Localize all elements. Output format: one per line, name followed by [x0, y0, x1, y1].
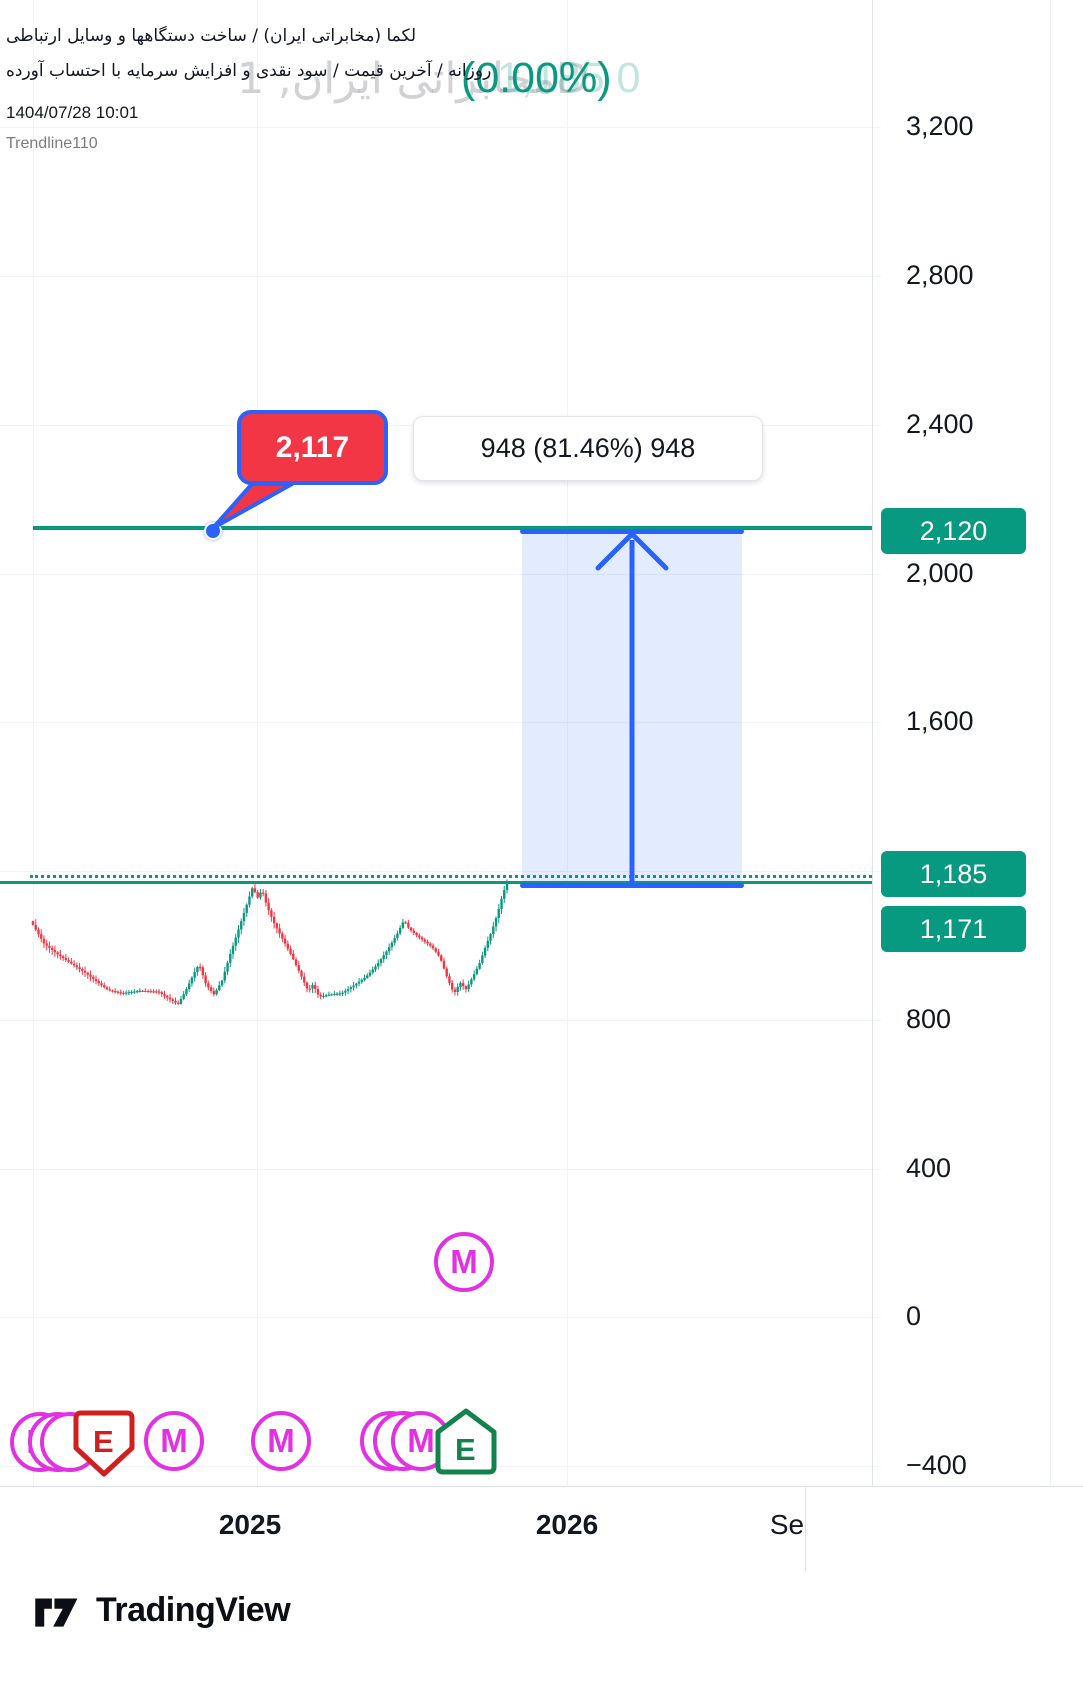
horizontal-gridline: [0, 1169, 881, 1170]
price-axis-label[interactable]: 0: [906, 1301, 922, 1331]
event-marker-E-house[interactable]: E: [435, 1408, 497, 1475]
vertical-gridline: [33, 0, 34, 1486]
watermark-last-price: 1,185 0: [497, 54, 641, 102]
price-axis-label[interactable]: 2,400: [906, 409, 974, 439]
drawing-label[interactable]: Trendline110: [6, 135, 98, 152]
price-axis-right-border: [1050, 0, 1051, 1486]
horizontal-gridline: [0, 1317, 881, 1318]
event-marker-E-shield[interactable]: E: [73, 1410, 135, 1477]
event-marker-M[interactable]: M: [434, 1232, 494, 1292]
range-tooltip-text: 948 (81.46%) 948: [480, 433, 696, 463]
horizontal-gridline: [0, 276, 881, 277]
price-axis-label[interactable]: 1,600: [906, 706, 974, 736]
horizontal-gridline: [0, 574, 881, 575]
time-axis-label-Se[interactable]: Se: [769, 1509, 805, 1540]
time-axis-separator: [805, 1487, 806, 1571]
time-axis-label-2026[interactable]: 2026: [535, 1509, 599, 1540]
range-tooltip: 948 (81.46%) 948: [413, 416, 763, 481]
price-badge-2120: 2,120: [881, 508, 1026, 554]
price-axis-label[interactable]: 800: [906, 1004, 952, 1034]
tradingview-logo-text: TradingView: [96, 1590, 291, 1629]
vertical-gridline: [567, 0, 568, 1486]
price-axis-label[interactable]: −400: [906, 1450, 967, 1480]
dotted-line-1185[interactable]: [30, 875, 872, 878]
bar-datetime: 1404/07/28 10:01: [6, 103, 139, 122]
symbol-detail-line[interactable]: روزانه / آخرین قیمت / سود نقدی و افزایش …: [6, 61, 492, 81]
price-axis-border: [872, 0, 873, 1486]
symbol-title[interactable]: لکما (مخابراتی ایران) / ساخت دستگاهها و …: [6, 26, 417, 46]
last-price-line-1171[interactable]: [0, 881, 872, 884]
tradingview-logo-icon: [35, 1598, 78, 1627]
price-axis-label[interactable]: 2,000: [906, 558, 974, 588]
event-marker-M[interactable]: M: [251, 1411, 311, 1471]
time-axis[interactable]: 2025 2026 Se: [0, 1486, 1083, 1571]
trendline-2120[interactable]: [33, 526, 872, 530]
price-badge-1171: 1,171: [881, 906, 1026, 952]
price-axis-label[interactable]: 2,800: [906, 260, 974, 290]
event-marker-M[interactable]: M: [144, 1411, 204, 1471]
price-callout[interactable]: 2,117: [237, 410, 388, 485]
horizontal-gridline: [0, 871, 881, 872]
price-callout-value: 2,117: [275, 430, 350, 464]
horizontal-gridline: [0, 127, 881, 128]
price-axis-label[interactable]: 400: [906, 1153, 952, 1183]
tradingview-logo[interactable]: TradingView: [34, 1590, 291, 1630]
watermark-change-percent: (0.00%): [461, 54, 612, 102]
time-axis-label-2025[interactable]: 2025: [218, 1509, 282, 1540]
price-badge-1185: 1,185: [881, 851, 1026, 897]
horizontal-gridline: [0, 1020, 881, 1021]
vertical-gridline: [257, 0, 258, 1486]
price-axis-label[interactable]: 3,200: [906, 111, 974, 141]
horizontal-gridline: [0, 722, 881, 723]
watermark-symbol: مخابراتی ایران, 1D: [237, 54, 589, 104]
